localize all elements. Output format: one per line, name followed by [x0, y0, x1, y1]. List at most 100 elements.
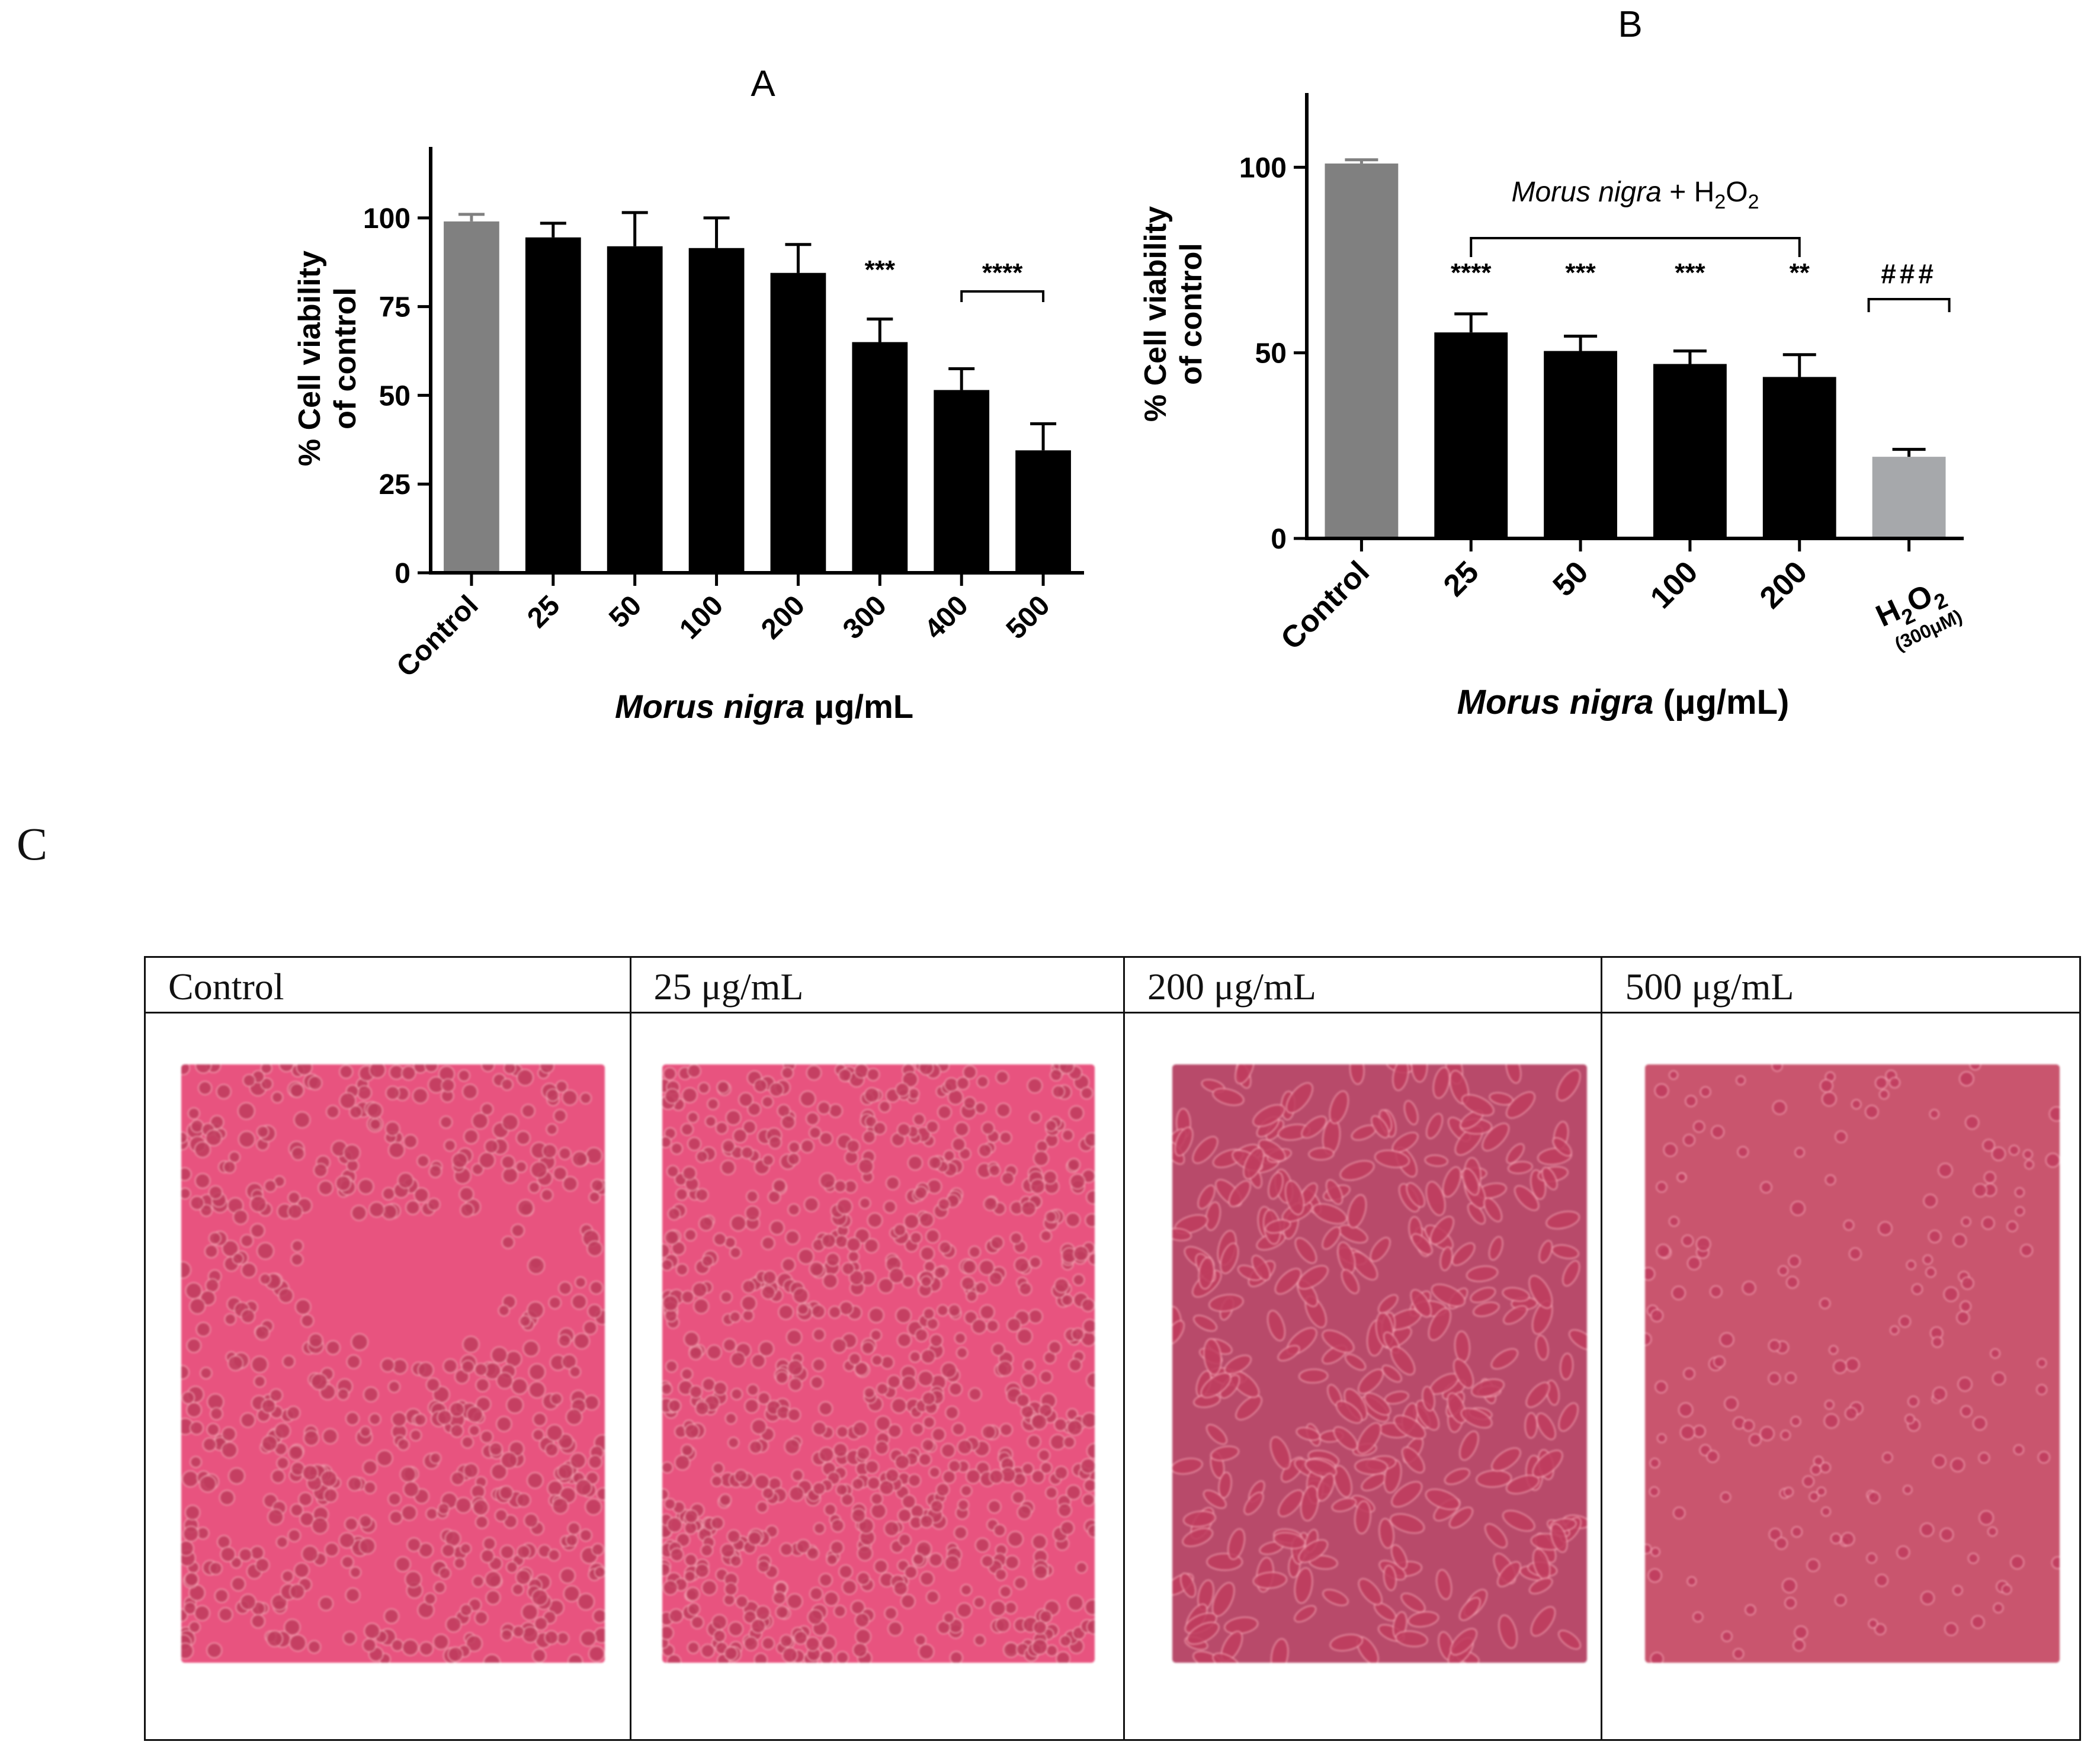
cell	[290, 1253, 304, 1266]
y-tick-label: 50	[1255, 338, 1287, 370]
cell	[967, 1387, 982, 1401]
significance-label: **	[1790, 258, 1810, 287]
cell	[1657, 1433, 1667, 1444]
cell	[1269, 1436, 1291, 1470]
cell	[1049, 1068, 1063, 1082]
cell	[949, 1651, 963, 1663]
cell	[1687, 1256, 1702, 1271]
cell	[1650, 1308, 1664, 1323]
cell	[668, 1608, 684, 1624]
cell	[450, 1471, 465, 1486]
cell	[907, 1155, 923, 1171]
cell	[729, 1215, 746, 1232]
cell	[1488, 1236, 1503, 1261]
cell	[293, 1562, 310, 1579]
cell	[1683, 1134, 1696, 1147]
cell	[713, 1232, 727, 1246]
cell	[1192, 1136, 1219, 1164]
cell-layer	[1645, 1064, 2060, 1663]
cell	[897, 1533, 912, 1547]
cell	[2015, 1206, 2025, 1217]
cell	[735, 1595, 749, 1609]
cell	[237, 1102, 255, 1120]
x-tick-label: Control	[1274, 554, 1376, 656]
cell	[841, 1262, 855, 1276]
cell	[1082, 1319, 1095, 1334]
cell	[743, 1636, 758, 1651]
cell	[777, 1304, 794, 1320]
cell	[181, 1131, 188, 1144]
cell	[1083, 1132, 1095, 1147]
cell	[1780, 1429, 1791, 1441]
cell	[1791, 1526, 1803, 1538]
cell	[1061, 1129, 1074, 1142]
cell	[311, 1516, 329, 1535]
cell	[240, 1234, 254, 1248]
cell	[823, 1590, 839, 1607]
cell	[914, 1634, 926, 1646]
cell	[719, 1493, 732, 1506]
cell	[1790, 1416, 1801, 1427]
cell	[449, 1401, 465, 1417]
cell	[809, 1375, 823, 1390]
cell	[532, 1428, 545, 1441]
cell	[1889, 1076, 1901, 1089]
cell	[323, 1488, 338, 1503]
cell	[1851, 1099, 1862, 1109]
cell	[1965, 1115, 1980, 1130]
cell	[854, 1064, 869, 1079]
cell	[474, 1515, 489, 1529]
cell	[511, 1583, 524, 1596]
cell	[1278, 1489, 1304, 1518]
cell	[1028, 1256, 1041, 1269]
cell	[835, 1483, 848, 1496]
cell	[271, 1469, 286, 1484]
cell	[748, 1440, 762, 1454]
cell	[1033, 1150, 1049, 1167]
cell	[1031, 1534, 1047, 1550]
column-label-25: 25 μg/mL	[631, 958, 1123, 1014]
cell	[1784, 1487, 1794, 1497]
cell	[1197, 1185, 1216, 1210]
cell	[461, 1435, 474, 1449]
cell	[346, 1354, 361, 1369]
cell	[230, 1557, 243, 1569]
cell	[807, 1609, 823, 1625]
cell	[427, 1197, 441, 1211]
cell	[1558, 1630, 1581, 1650]
cell	[920, 1349, 936, 1364]
cell	[808, 1261, 824, 1277]
cell	[2036, 1384, 2048, 1396]
cell	[405, 1570, 422, 1588]
cell	[195, 1064, 212, 1074]
cell	[1044, 1120, 1057, 1132]
cell	[1825, 1400, 1835, 1410]
cell	[287, 1191, 301, 1205]
cell	[1692, 1611, 1704, 1622]
cell	[385, 1085, 400, 1101]
cell	[1006, 1317, 1021, 1333]
cell	[666, 1165, 679, 1178]
cell	[1794, 1625, 1809, 1640]
cell	[834, 1234, 848, 1249]
x-tick-label: Control	[391, 589, 485, 683]
cell	[1006, 1531, 1024, 1548]
cell	[730, 1351, 746, 1367]
cell	[300, 1314, 315, 1328]
cell	[1451, 1242, 1476, 1266]
cell	[594, 1566, 605, 1579]
cell	[1422, 1385, 1435, 1412]
cell	[283, 1618, 301, 1636]
cell	[756, 1560, 770, 1573]
cell	[1829, 1345, 1839, 1355]
cell	[1298, 1539, 1328, 1563]
cell	[1656, 1243, 1671, 1258]
cell	[1768, 1372, 1781, 1385]
cell	[1027, 1077, 1043, 1094]
micrograph-500	[1645, 1064, 2060, 1663]
y-axis-label-line2: of control	[1174, 243, 1208, 385]
y-tick-label: 0	[395, 558, 411, 589]
cell	[838, 1068, 852, 1082]
cell	[293, 1111, 311, 1129]
